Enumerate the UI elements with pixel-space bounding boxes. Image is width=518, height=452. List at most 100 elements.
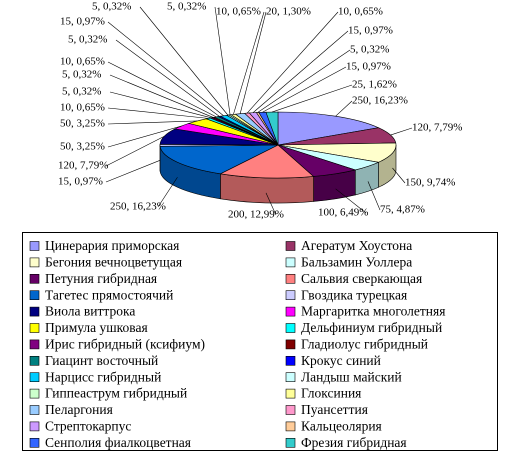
legend-swatch	[29, 323, 40, 333]
data-label: 200, 12,99%	[228, 209, 284, 221]
legend-label: Петуния гибридная	[45, 271, 157, 286]
legend-label: Гиппеаструм гибридный	[45, 386, 187, 401]
data-label: 150, 9,74%	[405, 177, 455, 189]
leader-line	[335, 100, 353, 117]
legend-label: Глоксиния	[301, 386, 361, 401]
leader-line	[109, 91, 212, 119]
legend-label: Маргаритка многолетняя	[301, 304, 445, 319]
legend-label: Гиацинт восточный	[45, 353, 158, 368]
data-label: 15, 0,97%	[58, 176, 103, 188]
leader-line	[157, 177, 178, 208]
data-label: 5, 0,32%	[167, 1, 206, 13]
legend-swatch	[29, 306, 40, 317]
leader-line	[109, 74, 214, 118]
legend-swatch	[285, 241, 296, 251]
legend-label: Цинерария приморская	[45, 238, 179, 253]
data-label: 120, 7,79%	[412, 122, 462, 134]
legend-swatch	[29, 241, 40, 251]
data-label: 5, 0,32%	[62, 69, 101, 81]
legend-label: Ландыш майский	[301, 369, 402, 384]
data-label: 100, 6,49%	[318, 207, 368, 219]
leader-line	[107, 120, 198, 125]
leader-line	[367, 181, 381, 211]
data-label: 25, 1,62%	[352, 79, 397, 91]
leader-line	[392, 167, 406, 184]
leader-line	[246, 11, 339, 114]
legend-label: Виола виттрока	[45, 304, 135, 319]
legend-swatch	[285, 388, 296, 399]
data-label: 250, 16,23%	[110, 201, 166, 213]
leader-line	[107, 61, 217, 118]
legend-label: Тагетес прямостоячий	[45, 287, 173, 302]
data-label: 10, 0,65%	[60, 56, 105, 68]
legend-swatch	[29, 257, 40, 268]
leader-line	[214, 6, 231, 115]
data-label: 20, 1,30%	[266, 6, 311, 18]
legend-label: Крокус синий	[301, 353, 381, 368]
leader-line	[233, 11, 265, 115]
legend-label: Бальзамин Уоллера	[301, 254, 412, 269]
legend-label: Стрептокарпус	[45, 418, 131, 433]
legend-swatch	[285, 306, 296, 317]
legend-label: Сальвия сверкающая	[301, 271, 422, 286]
legend-swatch	[29, 339, 40, 350]
legend-swatch	[29, 388, 40, 399]
leader-line	[107, 107, 209, 119]
legend-label: Агератум Хоустона	[301, 238, 412, 253]
legend-swatch	[285, 257, 296, 268]
legend-swatch	[29, 421, 40, 432]
data-label: 10, 0,65%	[60, 102, 105, 114]
legend-box	[22, 232, 498, 451]
data-label: 50, 3,25%	[60, 118, 105, 130]
legend-swatch	[285, 355, 296, 366]
leader-line	[105, 160, 161, 183]
data-label: 250, 16,23%	[352, 95, 408, 107]
leader-line	[239, 11, 267, 114]
data-label: 5, 0,32%	[68, 34, 107, 46]
legend-swatch	[285, 273, 296, 284]
legend-swatch	[285, 405, 296, 415]
pie-slice	[219, 144, 315, 179]
data-label: 15, 0,97%	[348, 25, 393, 37]
leader-line	[390, 127, 413, 136]
data-label: 5, 0,32%	[62, 86, 101, 98]
legend-swatch	[29, 290, 40, 301]
legend-label: Пеларгония	[45, 402, 113, 417]
data-label: 10, 0,65%	[338, 6, 383, 18]
legend-label: Гвоздика турецкая	[301, 287, 407, 302]
data-label: 5, 0,32%	[92, 1, 131, 13]
legend-swatch	[29, 372, 40, 383]
legend-swatch	[285, 323, 296, 333]
pie-slice	[265, 111, 279, 146]
legend-swatch	[29, 355, 40, 366]
data-label: 75, 4,87%	[380, 204, 425, 216]
leader-line	[271, 84, 353, 113]
legend-label: Фрезия гибридная	[301, 435, 407, 450]
legend-label: Ирис гибридный (ксифиум)	[45, 336, 205, 351]
legend-swatch	[29, 405, 40, 415]
data-label: 120, 7,79%	[58, 160, 108, 172]
legend-swatch	[285, 339, 296, 350]
pie-slice	[159, 144, 279, 175]
leader-line	[265, 192, 277, 216]
leader-line	[262, 66, 347, 113]
leader-line	[257, 49, 351, 113]
leader-line	[139, 6, 229, 116]
legend-swatch	[285, 372, 296, 383]
leader-line	[107, 125, 182, 148]
legend-swatch	[285, 437, 296, 448]
legend-label: Примула ушковая	[45, 320, 148, 335]
leader-line	[252, 30, 349, 113]
legend-label: Сенполия фиалкоцветная	[45, 435, 191, 450]
leader-line	[115, 39, 220, 117]
legend-swatch	[285, 290, 296, 301]
data-label: 15, 0,97%	[60, 16, 105, 28]
legend-label: Дельфиниум гибридный	[301, 320, 442, 335]
data-label: 15, 0,97%	[346, 61, 391, 73]
data-label: 5, 0,32%	[350, 44, 389, 56]
leader-line	[107, 21, 224, 116]
data-label: 50, 3,25%	[60, 141, 105, 153]
legend-label: Кальцеолярия	[301, 418, 382, 433]
legend-label: Нарцисс гибридный	[45, 369, 161, 384]
